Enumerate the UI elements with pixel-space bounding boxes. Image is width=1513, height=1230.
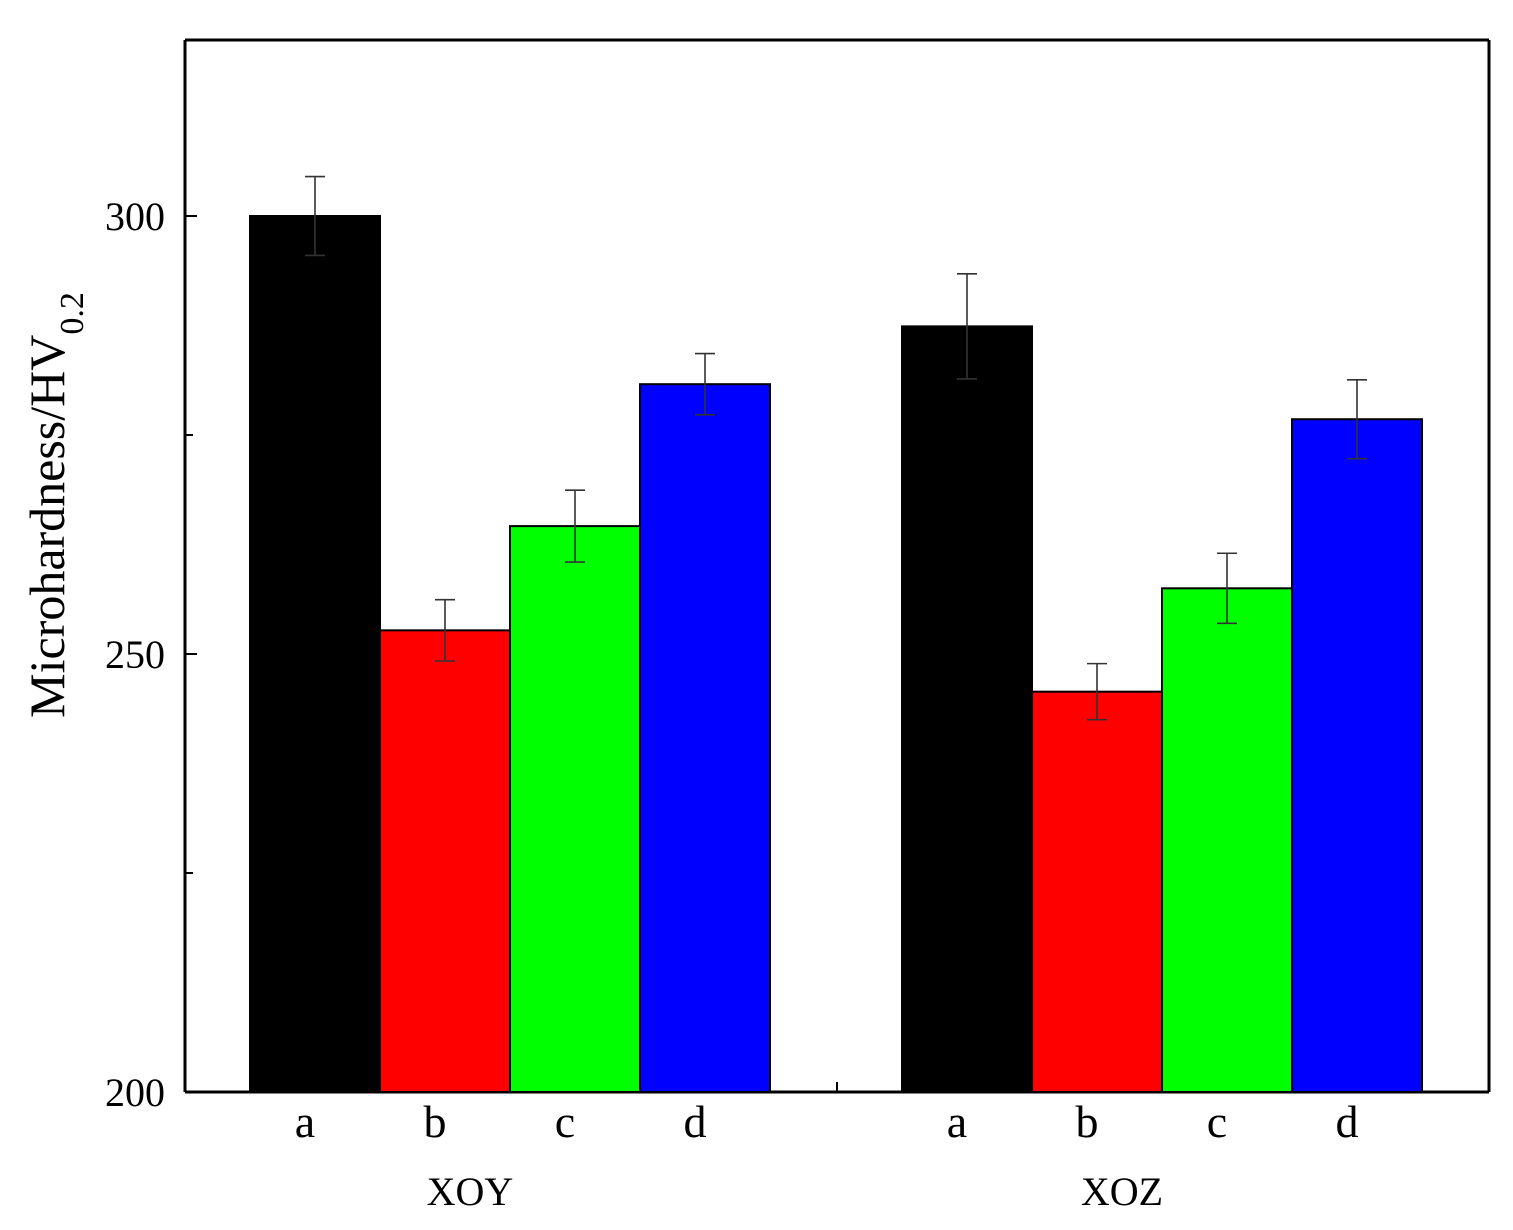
category-label-xoy-a: a: [295, 1096, 315, 1147]
category-label-xoy-c: c: [555, 1096, 575, 1147]
error-bars: [305, 175, 1367, 721]
bar-xoz-b: [1031, 690, 1163, 1094]
bar-xoy-d: [639, 383, 771, 1093]
bar-xoy-b: [379, 629, 511, 1094]
bar-xoz-c: [1161, 587, 1293, 1093]
bar-xoy-c: [509, 525, 641, 1093]
category-label-xoz-a: a: [947, 1096, 967, 1147]
category-label-xoy-b: b: [424, 1096, 447, 1147]
bars: [249, 215, 1423, 1094]
category-label-xoz-d: d: [1336, 1096, 1359, 1147]
bar-xoz-a: [901, 325, 1033, 1094]
y-tick-label-250: 250: [105, 632, 165, 677]
y-axis-label: Microhardness/HV0.2: [19, 292, 91, 718]
bar-xoz-d: [1291, 418, 1423, 1093]
y-tick-label-200: 200: [105, 1070, 165, 1115]
labels: a b c d XOY a b c d XOZ: [295, 1096, 1359, 1214]
category-label-xoy-d: d: [684, 1096, 707, 1147]
category-label-xoz-c: c: [1207, 1096, 1227, 1147]
y-axis-label-main: Microhardness/HV: [19, 335, 75, 718]
bar-xoy-a: [249, 215, 381, 1093]
y-axis-label-subscript: 0.2: [54, 292, 91, 335]
group-label-xoz: XOZ: [1081, 1169, 1163, 1214]
group-label-xoy: XOY: [427, 1169, 514, 1214]
y-tick-label-300: 300: [105, 194, 165, 239]
category-label-xoz-b: b: [1076, 1096, 1099, 1147]
